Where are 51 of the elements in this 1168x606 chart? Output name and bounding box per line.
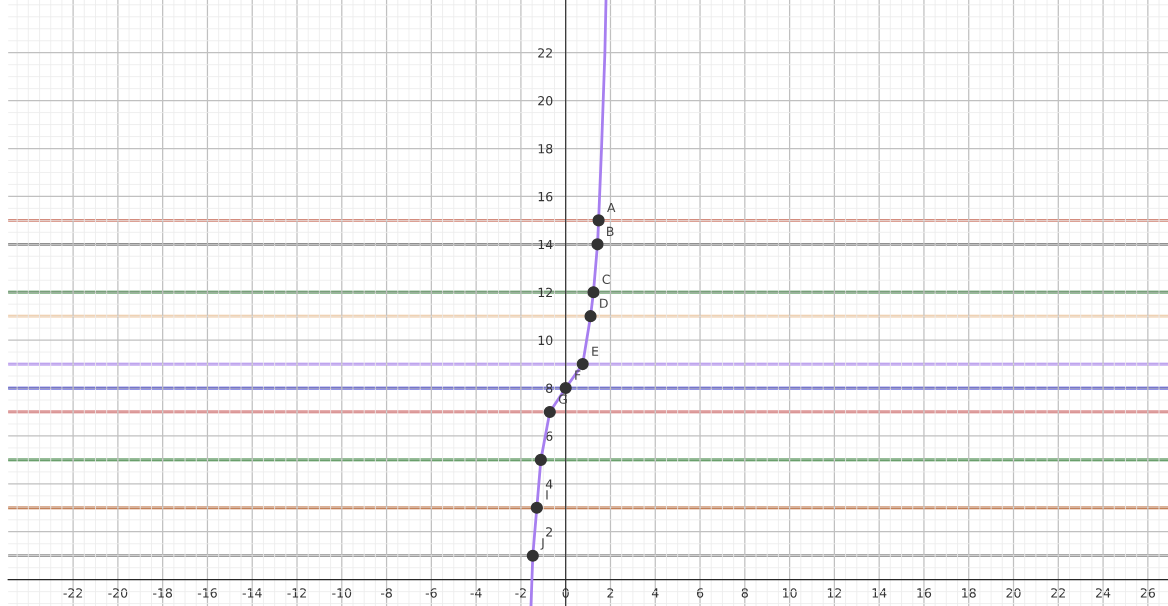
x-tick-label: 4 [651,588,659,598]
y-tick-label: 22 [538,48,552,58]
x-tick-label: 12 [827,588,842,598]
x-tick-label: -12 [287,588,306,598]
annotation: J [540,538,544,550]
point [559,381,572,395]
point [576,358,589,371]
x-tick-label: -14 [242,588,262,598]
y-tick-label: 2 [546,527,552,537]
annotation: B [607,226,614,236]
x-tick-label: 2 [607,588,614,598]
point [526,549,539,562]
x-tick-label: -8 [380,588,392,598]
y-tick-label: 6 [546,431,553,441]
point [534,453,547,466]
y-tick-label: 18 [538,143,553,154]
point [587,286,600,299]
x-tick-label: -18 [153,588,173,598]
x-tick-label: -16 [197,588,217,598]
x-tick-label: 6 [696,588,704,598]
y-tick-label: 4 [545,479,553,489]
x-tick-label: -22 [63,588,83,598]
annotation: C [602,274,610,285]
point [530,501,543,514]
x-tick-label: 20 [1006,588,1021,598]
point [584,310,597,323]
annotation: D [600,298,608,308]
x-tick-label: -10 [332,588,352,598]
annotation: E [592,346,599,356]
y-tick-label: 14 [538,239,553,250]
y-tick-label: 20 [538,96,553,106]
annotation: A [607,202,616,213]
point [591,238,604,251]
x-tick-label: 8 [741,588,748,598]
point [543,405,556,419]
x-tick-label: 10 [783,588,797,598]
x-tick-label: -6 [425,588,437,598]
x-tick-label: 18 [962,588,976,598]
annotation: F [575,370,581,380]
x-tick-label: 24 [1096,588,1111,598]
point [592,214,605,227]
y-tick-label: 10 [538,335,553,346]
x-tick-label: 26 [1140,588,1156,598]
x-tick-label: 22 [1051,588,1065,598]
x-tick-label: -2 [515,588,526,598]
y-tick-label: 16 [538,191,553,202]
x-tick-label: -4 [470,588,482,598]
annotation: I [546,490,548,500]
x-tick-label: 14 [872,588,887,598]
x-tick-label: 16 [917,588,932,598]
x-tick-label: -20 [108,588,128,598]
